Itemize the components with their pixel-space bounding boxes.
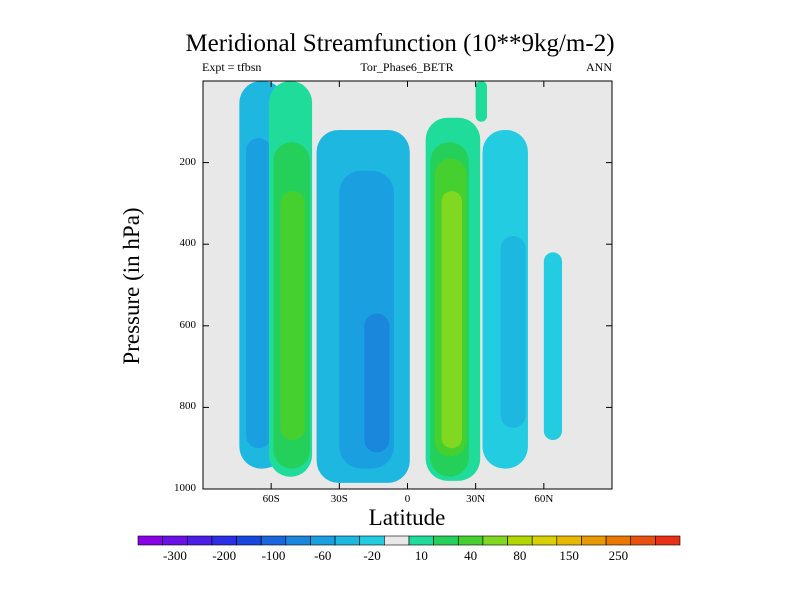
y-tick-label-2: 600 (179, 318, 197, 331)
colorbar-swatch-10 (384, 535, 410, 546)
x-tick-label-2: 0 (404, 493, 411, 505)
colorbar-label-2: -100 (261, 548, 286, 563)
case-label: Tor_Phase6_BETR (360, 60, 454, 74)
contour-region-14 (543, 252, 563, 441)
colorbar-label-7: 80 (513, 548, 527, 563)
colorbar-label-6: 40 (464, 548, 478, 563)
colorbar-swatch-6 (285, 535, 311, 546)
colorbar-swatch-3 (211, 535, 237, 546)
colorbar (137, 535, 681, 546)
colorbar-label-1: -200 (212, 548, 237, 563)
colorbar-swatch-5 (260, 535, 287, 546)
colorbar-swatch-8 (334, 535, 361, 546)
colorbar-swatch-2 (186, 535, 213, 546)
axis-ticks (203, 81, 612, 490)
colorbar-swatch-16 (531, 535, 558, 546)
colorbar-label-8: 150 (559, 548, 579, 563)
y-tick-label-1: 400 (179, 237, 197, 250)
colorbar-label-5: 10 (414, 548, 428, 563)
colorbar-swatch-9 (359, 535, 385, 546)
season-label: ANN (586, 60, 612, 74)
x-tick-label-0: 60S (262, 493, 280, 505)
x-tick-label-3: 30N (466, 493, 486, 505)
y-tick-label-3: 800 (179, 400, 197, 413)
colorbar-label-0: -300 (163, 548, 187, 563)
contour-region-13 (500, 236, 526, 428)
y-tick-label-0: 200 (179, 155, 197, 168)
colorbar-swatch-14 (482, 535, 508, 546)
colorbar-label-3: -60 (314, 548, 332, 563)
colorbar-swatch-21 (655, 535, 681, 546)
contour-region-1 (246, 138, 272, 449)
chart-title: Meridional Streamfunction (10**9kg/m-2) (185, 30, 615, 57)
contour-region-7 (364, 313, 390, 453)
colorbar-swatch-18 (581, 535, 607, 546)
y-tick-label-4: 1000 (174, 482, 196, 494)
x-axis-label: Latitude (368, 505, 446, 530)
experiment-label: Expt = tfbsn (202, 60, 262, 74)
colorbar-swatch-15 (507, 535, 533, 546)
contour-region-11 (441, 191, 463, 449)
contour-region-4 (280, 191, 306, 441)
x-tick-label-4: 60N (534, 493, 554, 505)
colorbar-swatch-17 (556, 535, 582, 546)
colorbar-label-4: -20 (363, 548, 381, 563)
colorbar-swatch-11 (408, 535, 434, 546)
colorbar-swatch-7 (310, 535, 336, 546)
colorbar-swatch-12 (433, 535, 459, 546)
colorbar-swatch-4 (236, 535, 262, 546)
colorbar-swatch-19 (605, 535, 632, 546)
colorbar-label-9: 250 (608, 548, 629, 563)
contour-region-15 (475, 81, 488, 122)
contour-regions (239, 81, 563, 483)
x-tick-label-1: 30S (330, 493, 348, 505)
colorbar-swatch-1 (162, 535, 188, 546)
y-axis-label: Pressure (in hPa) (119, 207, 144, 365)
colorbar-swatch-20 (630, 535, 656, 546)
colorbar-swatch-0 (137, 535, 163, 546)
colorbar-swatch-13 (457, 535, 484, 546)
